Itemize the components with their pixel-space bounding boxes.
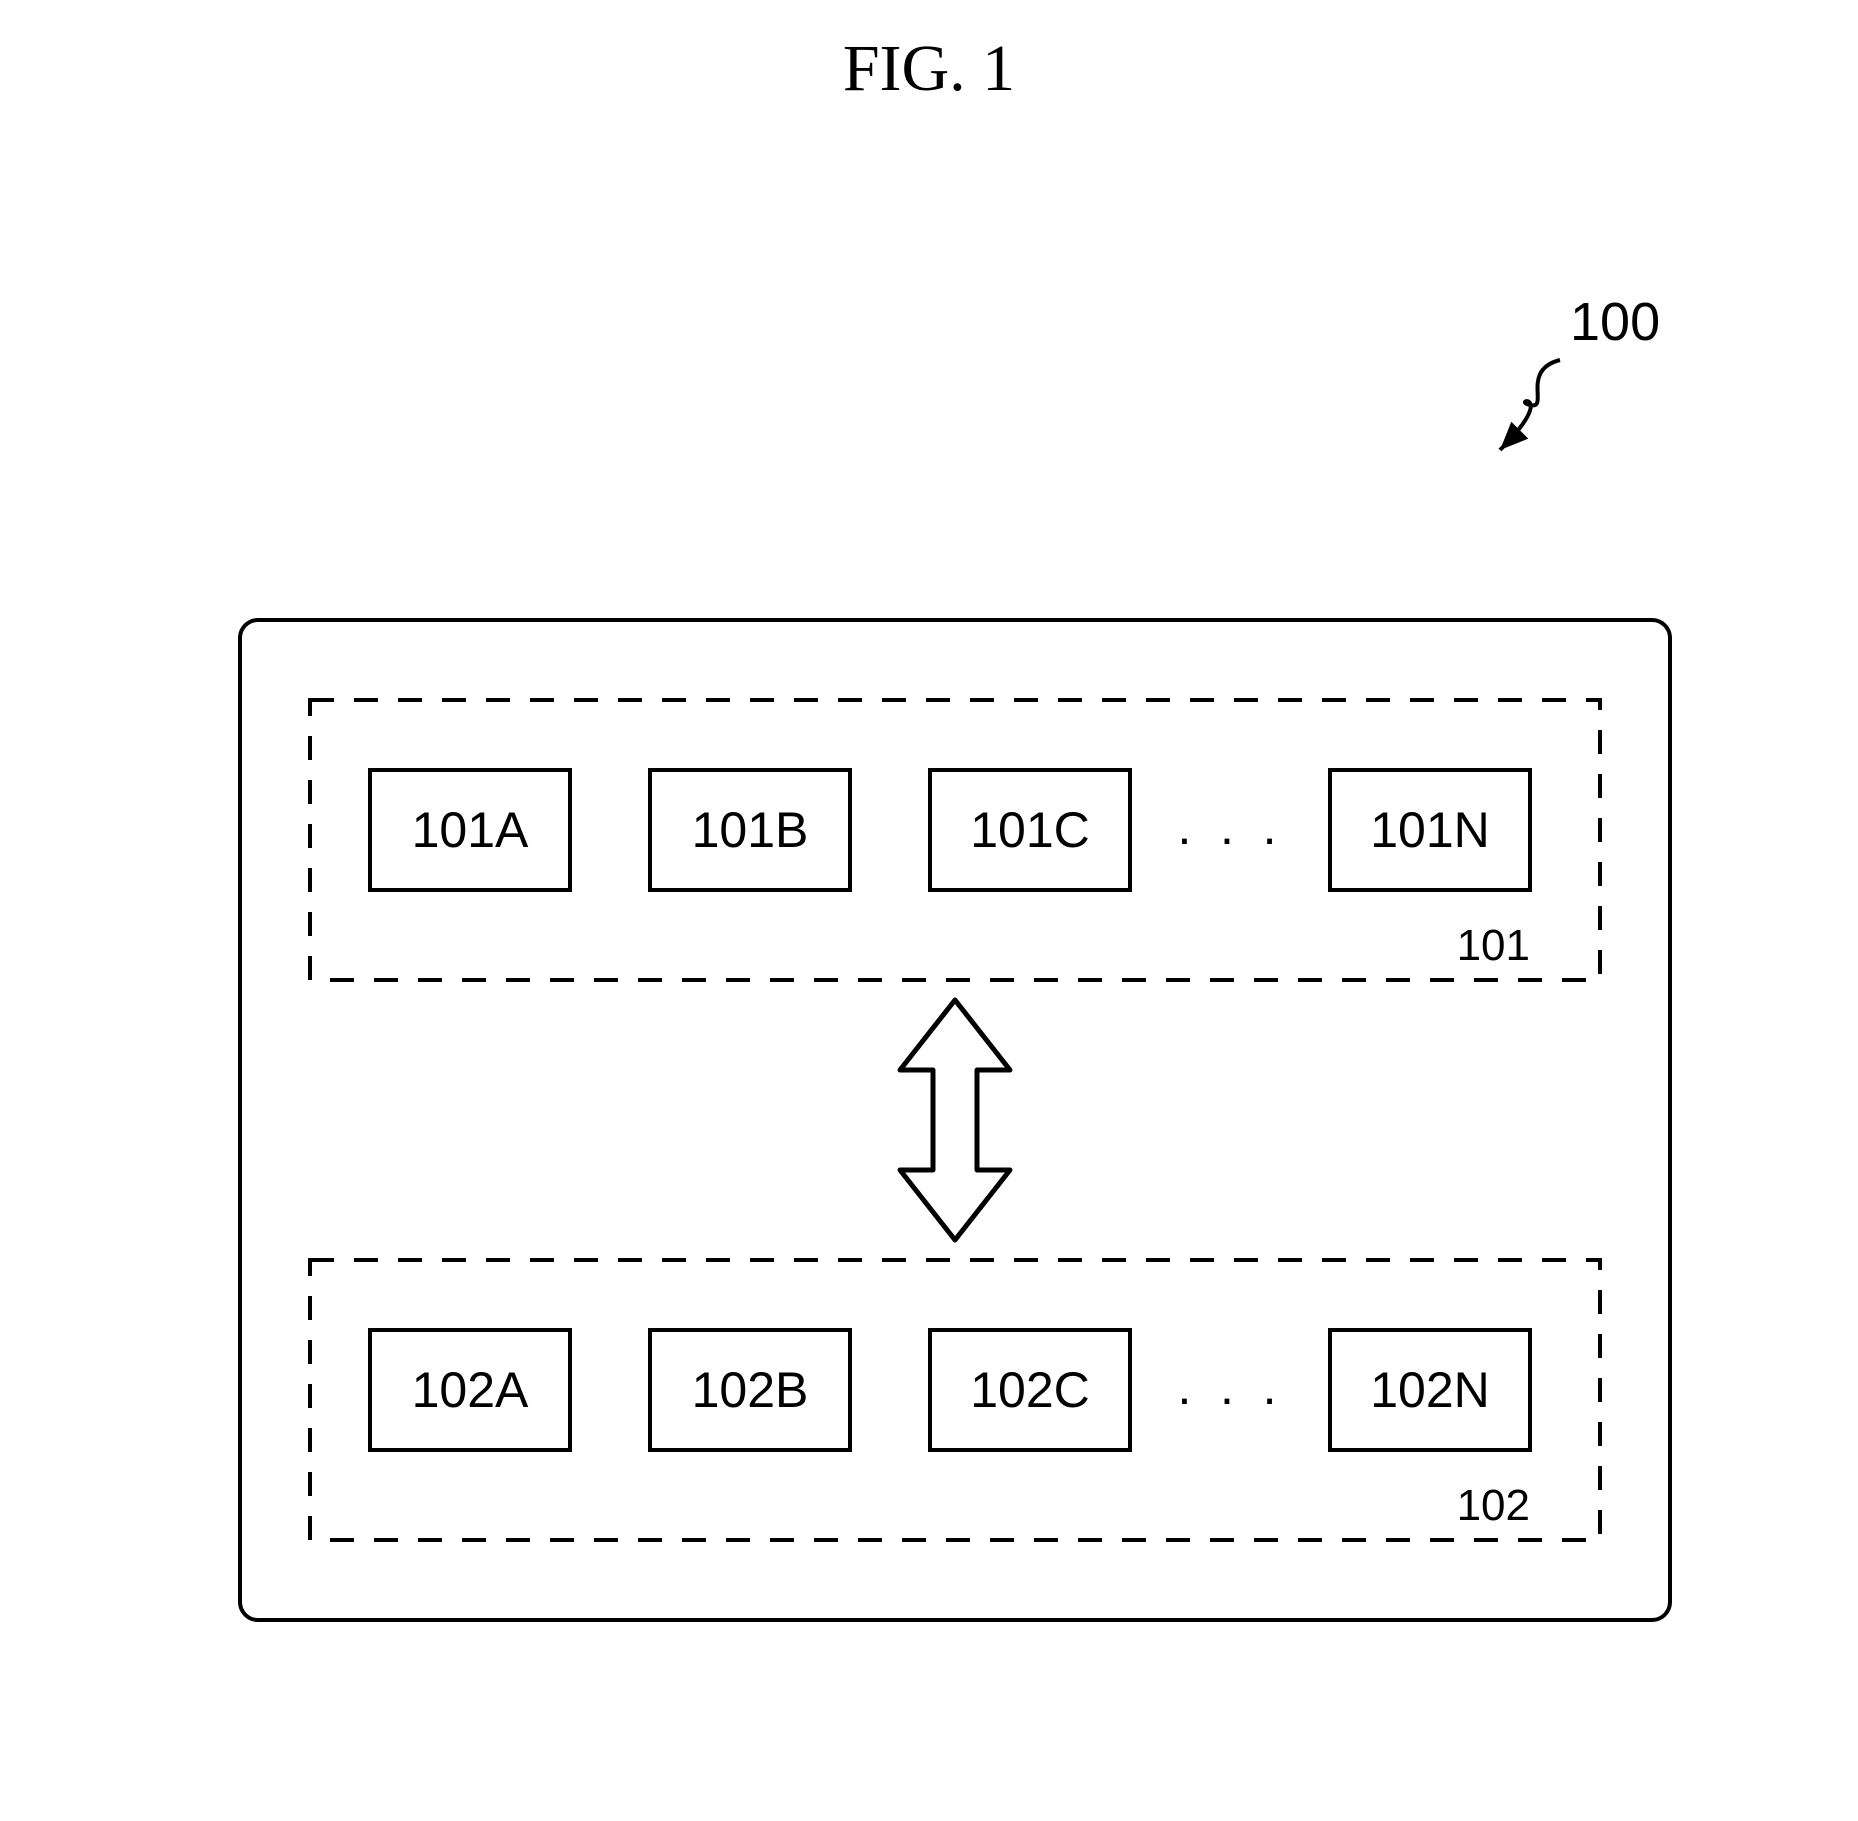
node-label-102A: 102A xyxy=(412,1362,529,1418)
node-label-101N: 101N xyxy=(1370,802,1490,858)
ellipsis-101: · · · xyxy=(1176,810,1284,866)
node-label-102B: 102B xyxy=(692,1362,809,1418)
diagram-svg: FIG. 1 100 101 101A 101B 101C 101N · · · 102 102A… xyxy=(0,0,1858,1816)
node-label-102N: 102N xyxy=(1370,1362,1490,1418)
ellipsis-102: · · · xyxy=(1176,1370,1284,1426)
group-label-102: 102 xyxy=(1457,1481,1530,1530)
node-label-101C: 101C xyxy=(970,802,1090,858)
figure-title: FIG. 1 xyxy=(843,32,1015,105)
node-label-101A: 101A xyxy=(412,802,529,858)
bidirectional-arrow-icon xyxy=(900,1000,1010,1240)
group-label-101: 101 xyxy=(1457,921,1530,970)
system-reference-arrowhead xyxy=(1500,422,1528,450)
node-label-101B: 101B xyxy=(692,802,809,858)
diagram-canvas: FIG. 1 100 101 101A 101B 101C 101N · · · 102 102A… xyxy=(0,0,1858,1816)
node-label-102C: 102C xyxy=(970,1362,1090,1418)
system-reference-label: 100 xyxy=(1570,292,1660,352)
